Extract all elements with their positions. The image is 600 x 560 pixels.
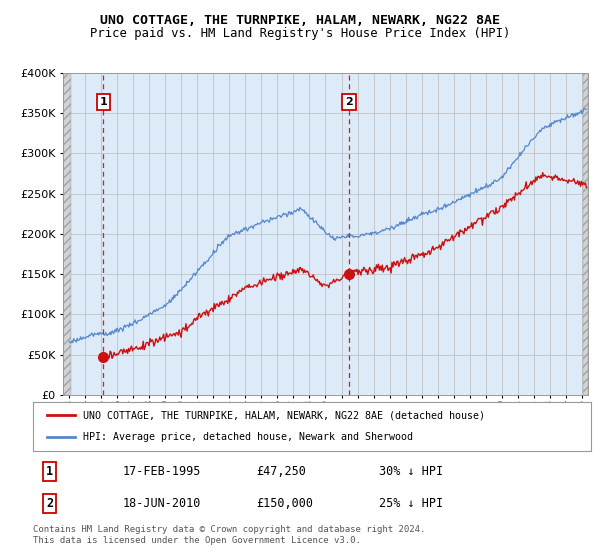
Text: Price paid vs. HM Land Registry's House Price Index (HPI): Price paid vs. HM Land Registry's House …: [90, 27, 510, 40]
Text: 30% ↓ HPI: 30% ↓ HPI: [379, 465, 443, 478]
Text: £150,000: £150,000: [256, 497, 313, 510]
Text: HPI: Average price, detached house, Newark and Sherwood: HPI: Average price, detached house, Newa…: [83, 432, 413, 442]
Text: 25% ↓ HPI: 25% ↓ HPI: [379, 497, 443, 510]
Text: 1: 1: [46, 465, 53, 478]
Text: UNO COTTAGE, THE TURNPIKE, HALAM, NEWARK, NG22 8AE: UNO COTTAGE, THE TURNPIKE, HALAM, NEWARK…: [100, 14, 500, 27]
Text: 17-FEB-1995: 17-FEB-1995: [122, 465, 200, 478]
Text: 1: 1: [100, 97, 107, 107]
Bar: [583, 73, 588, 395]
Text: 2: 2: [345, 97, 353, 107]
Text: 2: 2: [46, 497, 53, 510]
Bar: [63, 73, 71, 395]
Text: £47,250: £47,250: [256, 465, 306, 478]
Text: UNO COTTAGE, THE TURNPIKE, HALAM, NEWARK, NG22 8AE (detached house): UNO COTTAGE, THE TURNPIKE, HALAM, NEWARK…: [83, 410, 485, 421]
Text: 18-JUN-2010: 18-JUN-2010: [122, 497, 200, 510]
Text: Contains HM Land Registry data © Crown copyright and database right 2024.
This d: Contains HM Land Registry data © Crown c…: [33, 525, 425, 545]
